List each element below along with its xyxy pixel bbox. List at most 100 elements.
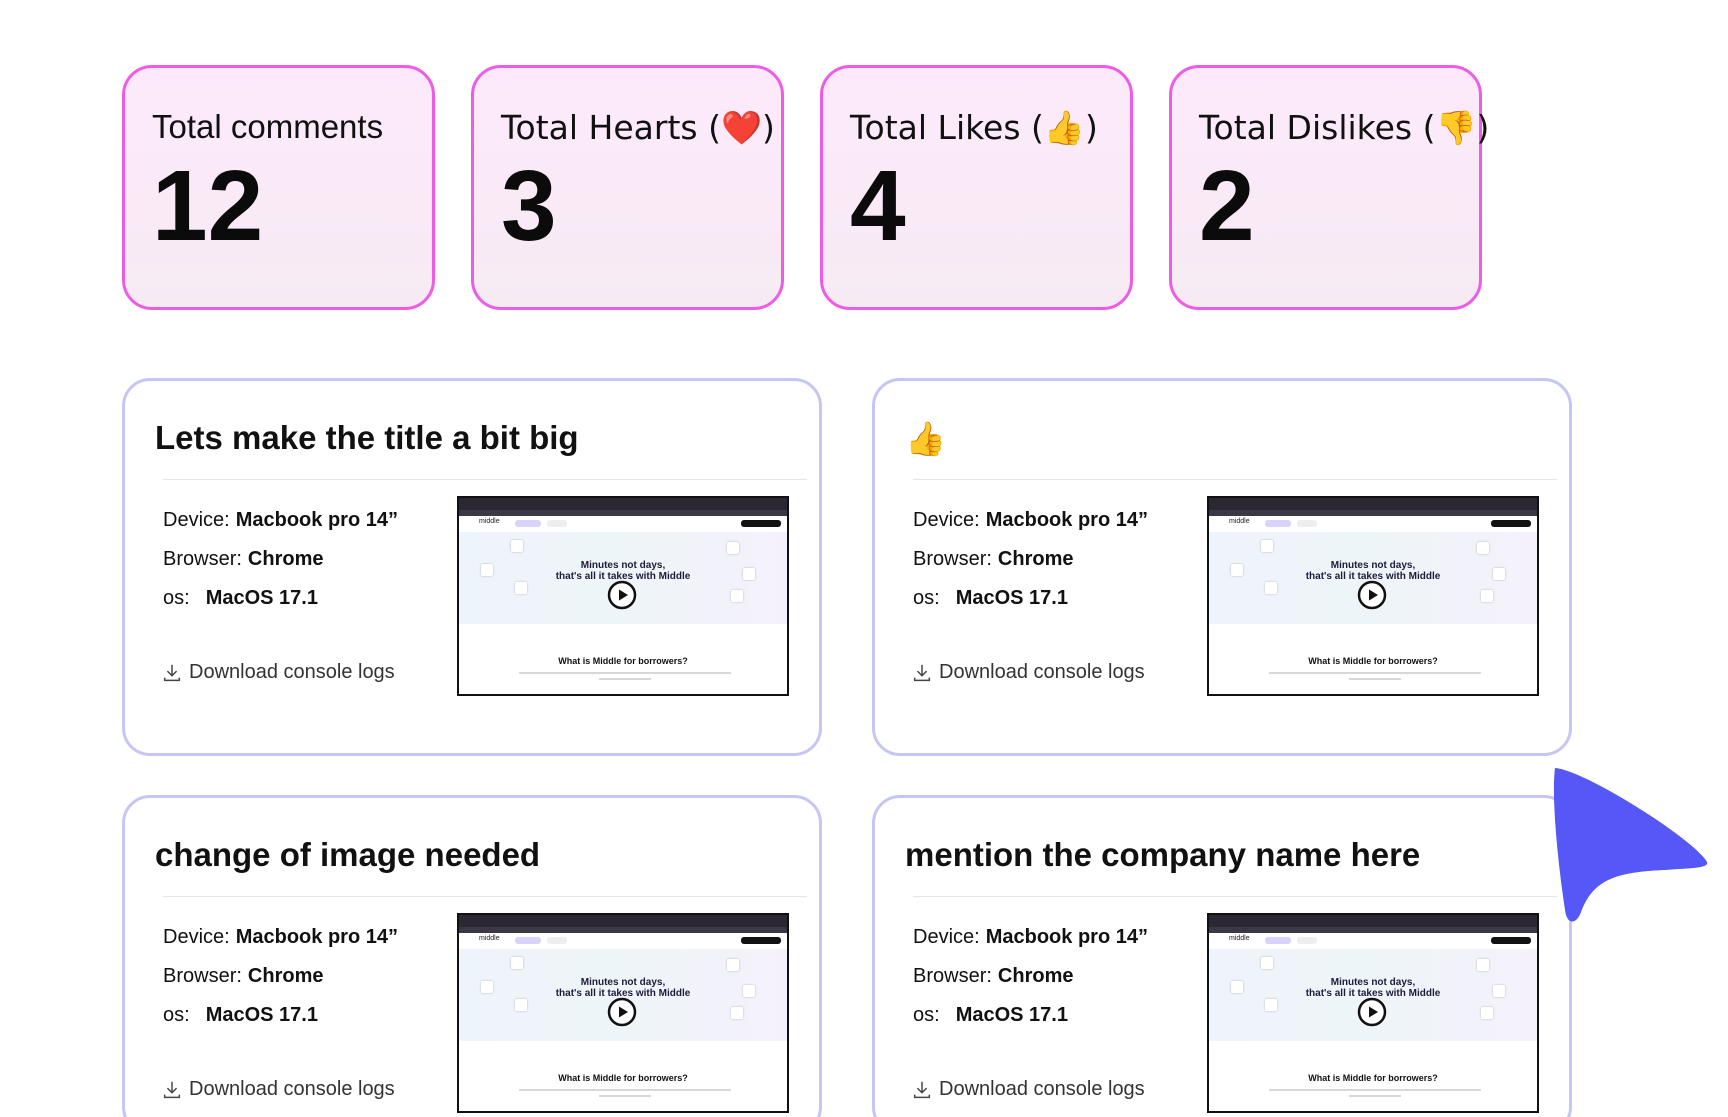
browser-label: Browser: xyxy=(163,965,242,987)
browser-row: Browser: Chrome xyxy=(913,965,1073,988)
os-row: os: MacOS 17.1 xyxy=(163,1004,318,1027)
play-icon[interactable] xyxy=(607,997,637,1027)
preview-bookmarks-bar xyxy=(459,510,787,516)
os-label: os: xyxy=(913,1004,940,1026)
preview-headline: Minutes not days, that's all it takes wi… xyxy=(1209,977,1537,999)
play-icon[interactable] xyxy=(607,580,637,610)
preview-nav: middle xyxy=(1209,516,1537,533)
download-label: Download console logs xyxy=(939,661,1145,683)
preview-nav: middle xyxy=(459,516,787,533)
download-label: Download console logs xyxy=(189,661,395,683)
comment-title: mention the company name here xyxy=(905,836,1421,873)
divider xyxy=(163,896,807,897)
recording-preview[interactable]: middle Minutes not days, that's all it t… xyxy=(457,496,789,696)
recording-preview[interactable]: middle Minutes not days, that's all it t… xyxy=(1207,913,1539,1113)
preview-headline-line-1: Minutes not days, xyxy=(1330,977,1416,988)
preview-bookmarks-bar xyxy=(1209,510,1537,516)
preview-bookmarks-bar xyxy=(459,927,787,933)
browser-label: Browser: xyxy=(163,548,242,570)
preview-subheading: What is Middle for borrowers? xyxy=(558,656,688,666)
browser-value: Chrome xyxy=(247,965,324,987)
os-label: os: xyxy=(163,587,190,609)
preview-logo: middle xyxy=(1229,935,1250,942)
preview-browser-bar xyxy=(1209,915,1537,927)
comment-card[interactable]: 👍 Device: Macbook pro 14” Browser: Chrome … xyxy=(872,378,1572,756)
preview-browser-bar xyxy=(459,915,787,927)
preview-browser-bar xyxy=(459,498,787,510)
device-label: Device: xyxy=(163,509,230,531)
recording-preview[interactable]: middle Minutes not days, that's all it t… xyxy=(457,913,789,1113)
download-label: Download console logs xyxy=(189,1078,395,1100)
os-row: os: MacOS 17.1 xyxy=(913,587,1068,610)
os-value: MacOS 17.1 xyxy=(955,587,1068,609)
device-value: Macbook pro 14” xyxy=(985,926,1148,948)
os-row: os: MacOS 17.1 xyxy=(913,1004,1068,1027)
browser-value: Chrome xyxy=(997,548,1074,570)
cursor-arrow-icon xyxy=(1553,768,1708,922)
comment-card[interactable]: Lets make the title a bit big Device: Mac… xyxy=(122,378,822,756)
device-row: Device: Macbook pro 14” xyxy=(913,926,1148,949)
download-console-logs-link[interactable]: Download console logs xyxy=(161,661,395,684)
os-label: os: xyxy=(913,587,940,609)
play-icon[interactable] xyxy=(1357,997,1387,1027)
browser-label: Browser: xyxy=(913,965,992,987)
comment-card[interactable]: mention the company name here Device: Mac… xyxy=(872,795,1572,1117)
preview-bookmarks-bar xyxy=(1209,927,1537,933)
browser-row: Browser: Chrome xyxy=(163,548,323,571)
preview-headline-line-2: that's all it takes with Middle xyxy=(555,571,691,582)
comment-title: change of image needed xyxy=(155,836,541,873)
stat-label: Total Likes (👍) xyxy=(850,108,1098,147)
preview-logo: middle xyxy=(479,935,500,942)
stat-card-total-likes: Total Likes (👍) 4 xyxy=(820,65,1133,310)
stat-value: 2 xyxy=(1199,150,1255,262)
preview-headline-line-2: that's all it takes with Middle xyxy=(1305,571,1441,582)
os-value: MacOS 17.1 xyxy=(955,1004,1068,1026)
preview-logo: middle xyxy=(1229,518,1250,525)
stat-label: Total Hearts (❤️) xyxy=(501,108,775,147)
recording-preview[interactable]: middle Minutes not days, that's all it t… xyxy=(1207,496,1539,696)
comment-title: 👍 xyxy=(905,419,947,458)
preview-headline-line-2: that's all it takes with Middle xyxy=(1305,988,1441,999)
preview-headline-line-1: Minutes not days, xyxy=(580,560,666,571)
browser-value: Chrome xyxy=(997,965,1074,987)
stat-label: Total Dislikes (👎) xyxy=(1199,108,1490,147)
download-console-logs-link[interactable]: Download console logs xyxy=(911,1078,1145,1101)
device-label: Device: xyxy=(163,926,230,948)
download-console-logs-link[interactable]: Download console logs xyxy=(161,1078,395,1101)
preview-headline: Minutes not days, that's all it takes wi… xyxy=(459,977,787,999)
preview-subheading: What is Middle for borrowers? xyxy=(558,1073,688,1083)
preview-headline-line-2: that's all it takes with Middle xyxy=(555,988,691,999)
preview-headline-line-1: Minutes not days, xyxy=(1330,560,1416,571)
play-icon[interactable] xyxy=(1357,580,1387,610)
divider xyxy=(913,896,1557,897)
stat-card-total-dislikes: Total Dislikes (👎) 2 xyxy=(1169,65,1489,310)
device-value: Macbook pro 14” xyxy=(235,509,398,531)
download-label: Download console logs xyxy=(939,1078,1145,1100)
browser-label: Browser: xyxy=(913,548,992,570)
preview-subheading: What is Middle for borrowers? xyxy=(1308,1073,1438,1083)
download-console-logs-link[interactable]: Download console logs xyxy=(911,661,1145,684)
device-label: Device: xyxy=(913,509,980,531)
device-value: Macbook pro 14” xyxy=(235,926,398,948)
browser-row: Browser: Chrome xyxy=(913,548,1073,571)
os-value: MacOS 17.1 xyxy=(205,1004,318,1026)
device-row: Device: Macbook pro 14” xyxy=(913,509,1148,532)
os-label: os: xyxy=(163,1004,190,1026)
comment-card[interactable]: change of image needed Device: Macbook pr… xyxy=(122,795,822,1117)
device-label: Device: xyxy=(913,926,980,948)
preview-browser-bar xyxy=(1209,498,1537,510)
download-icon xyxy=(913,664,931,681)
download-icon xyxy=(163,1081,181,1098)
browser-value: Chrome xyxy=(247,548,324,570)
download-icon xyxy=(913,1081,931,1098)
download-icon xyxy=(163,664,181,681)
preview-headline: Minutes not days, that's all it takes wi… xyxy=(1209,560,1537,582)
divider xyxy=(913,479,1557,480)
preview-subheading: What is Middle for borrowers? xyxy=(1308,656,1438,666)
device-value: Macbook pro 14” xyxy=(985,509,1148,531)
stat-card-total-comments: Total comments 12 xyxy=(122,65,435,310)
preview-headline-line-1: Minutes not days, xyxy=(580,977,666,988)
stat-value: 4 xyxy=(850,150,906,262)
os-value: MacOS 17.1 xyxy=(205,587,318,609)
